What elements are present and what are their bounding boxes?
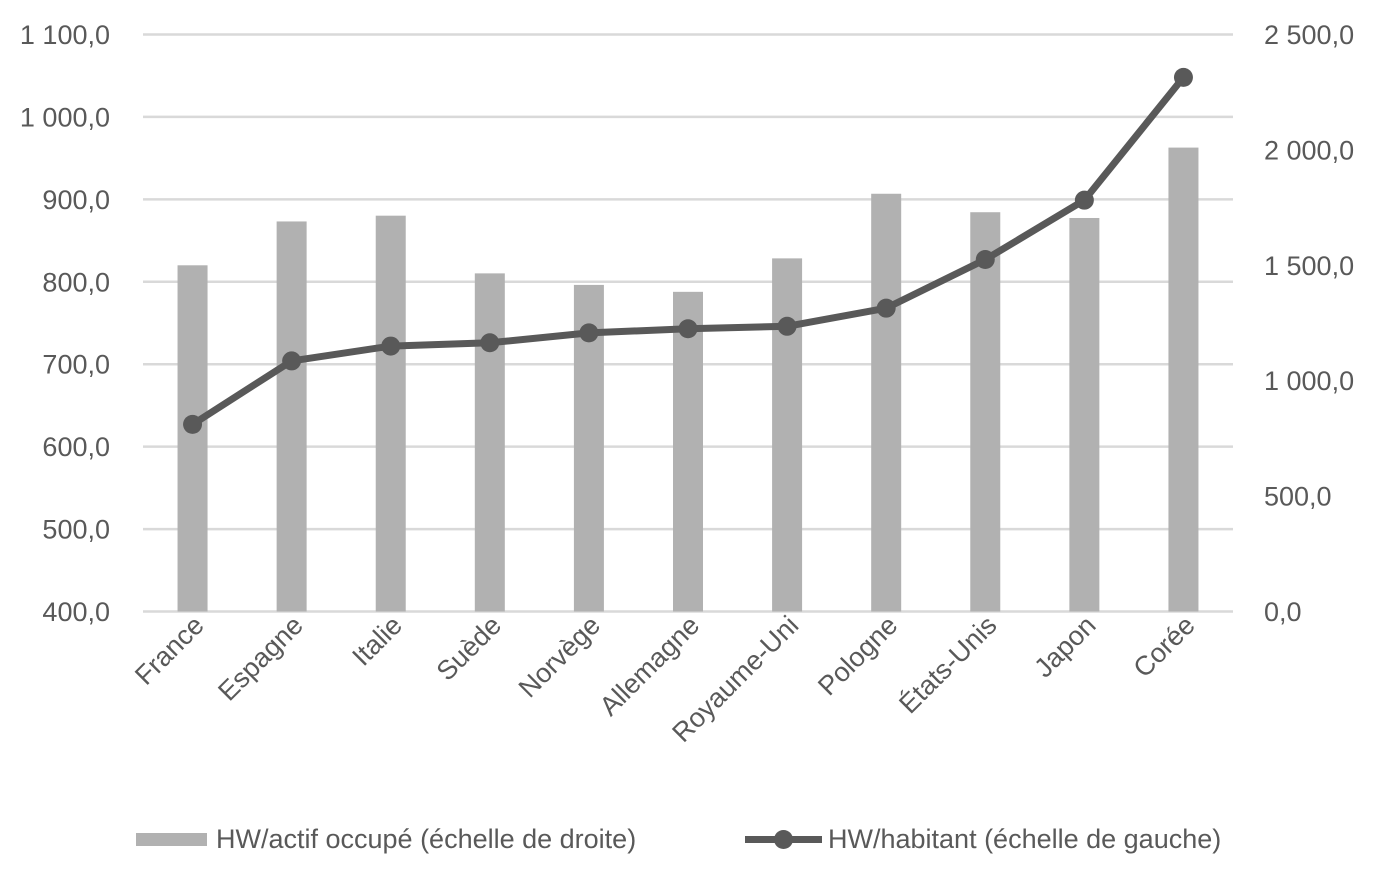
chart-legend: HW/actif occupé (échelle de droite) HW/h… (0, 822, 1378, 856)
marker-Royaume-Uni (777, 316, 797, 336)
right-axis-tick: 500,0 (1264, 482, 1332, 512)
legend-label-bar-series: HW/actif occupé (échelle de droite) (216, 824, 637, 854)
category-label-Italie: Italie (346, 610, 408, 672)
marker-Norvège (579, 323, 599, 343)
legend-label-line-series: HW/habitant (échelle de gauche) (828, 824, 1222, 854)
legend-item-bar-series: HW/actif occupé (échelle de droite) (136, 822, 636, 856)
left-axis-tick: 1 000,0 (20, 102, 110, 132)
right-axis-tick: 2 000,0 (1264, 135, 1354, 165)
marker-Corée (1173, 67, 1193, 87)
marker-France (183, 414, 203, 434)
marker-Pologne (876, 298, 896, 318)
category-label-Pologne: Pologne (812, 610, 903, 701)
left-axis-tick: 600,0 (42, 432, 110, 462)
bar-États-Unis (970, 212, 1001, 612)
right-axis-tick: 1 000,0 (1264, 366, 1354, 396)
right-axis-tick: 2 500,0 (1264, 20, 1354, 50)
right-axis-tick: 1 500,0 (1264, 251, 1354, 281)
left-axis-tick: 900,0 (42, 185, 110, 215)
bar-Royaume-Uni (772, 258, 803, 612)
category-label-Espagne: Espagne (212, 610, 309, 707)
bar-Japon (1069, 217, 1100, 612)
marker-Espagne (282, 351, 302, 371)
line-series-swatch-icon (745, 829, 822, 849)
marker-Allemagne (678, 319, 698, 339)
bar-Allemagne (673, 291, 703, 612)
left-axis-tick: 700,0 (42, 350, 110, 380)
bar-Italie (375, 215, 406, 612)
bar-Corée (1168, 147, 1199, 612)
left-axis-tick: 800,0 (42, 267, 110, 297)
category-label-Norvège: Norvège (513, 610, 606, 703)
line-swatch-marker (774, 829, 793, 849)
bar-Pologne (871, 193, 902, 612)
marker-Suède (480, 333, 500, 353)
marker-États-Unis (975, 250, 995, 270)
left-axis-tick: 500,0 (42, 515, 110, 545)
marker-Japon (1074, 190, 1094, 210)
marker-Italie (381, 336, 401, 356)
bar-Espagne (276, 221, 307, 612)
left-axis-tick: 400,0 (42, 597, 110, 627)
left-axis-tick: 1 100,0 (20, 20, 110, 50)
bar-France (177, 265, 208, 612)
category-label-Suède: Suède (431, 610, 507, 686)
category-label-Japon: Japon (1028, 610, 1101, 683)
right-axis-tick: 0,0 (1264, 597, 1302, 627)
legend-item-line-series: HW/habitant (échelle de gauche) (745, 822, 1221, 856)
category-label-États-Unis: États-Unis (893, 610, 1002, 719)
bar-series-swatch-icon (136, 832, 207, 846)
category-label-France: France (129, 610, 210, 691)
bar-Suède (474, 273, 505, 612)
category-label-Corée: Corée (1127, 610, 1200, 683)
